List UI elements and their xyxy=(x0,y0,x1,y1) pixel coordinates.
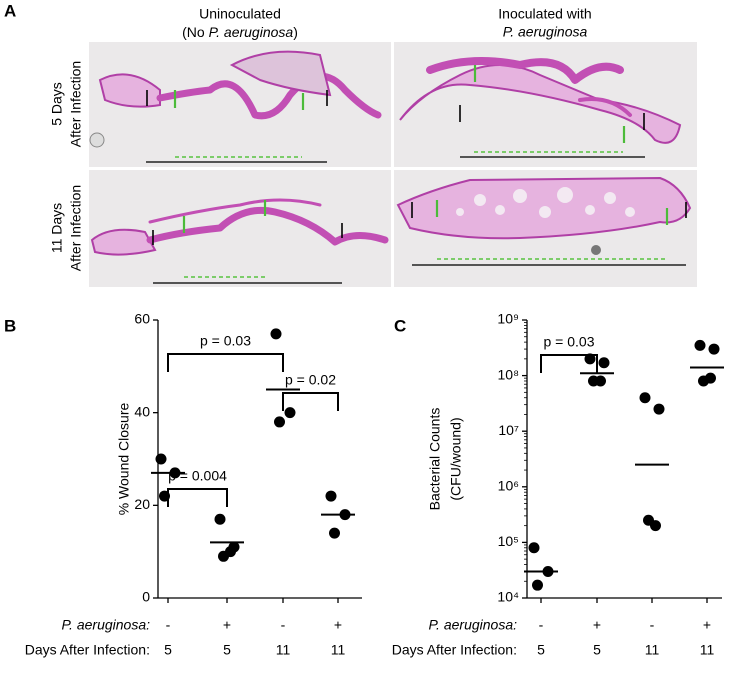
y-tick-label: 10⁵ xyxy=(498,533,519,549)
artifact xyxy=(89,132,105,148)
row-title-line: After Infection xyxy=(68,61,84,147)
y-axis-title-line: % Wound Closure xyxy=(116,403,132,516)
row-title-line: 11 Days xyxy=(49,203,65,253)
column-title: P. aeruginosa xyxy=(503,24,588,40)
y-axis-title: Bacterial Counts xyxy=(427,408,443,511)
data-point xyxy=(528,542,540,554)
data-point xyxy=(705,372,716,384)
panel-letter: A xyxy=(4,1,16,20)
data-point xyxy=(225,546,236,558)
tissue xyxy=(156,72,382,120)
x-tick-label: 5 xyxy=(223,642,231,658)
column-title: Inoculated with xyxy=(498,6,591,22)
image-bg xyxy=(89,170,391,287)
row-title-line: 5 Days xyxy=(49,82,65,126)
p-value: p = 0.02 xyxy=(285,372,336,388)
x-tick-label: - xyxy=(281,617,286,633)
x-tick-label: 5 xyxy=(164,642,172,658)
data-point xyxy=(639,392,651,404)
row-title: 11 Days After Infection xyxy=(49,185,84,271)
data-point xyxy=(325,490,337,502)
x-tick-label: - xyxy=(539,617,544,633)
column-title: (No P. aeruginosa) xyxy=(182,24,298,40)
x-tick-label: + xyxy=(703,617,711,633)
x-tick-label: 11 xyxy=(645,642,660,658)
y-tick-label: 10⁹ xyxy=(497,311,519,327)
data-point xyxy=(274,416,285,428)
title-part: P. aeruginosa xyxy=(209,24,294,40)
x-tick-label: - xyxy=(166,617,171,633)
y-tick-label: 10⁸ xyxy=(498,366,520,382)
data-point xyxy=(329,527,340,539)
tissue-vacuoles xyxy=(456,187,635,218)
column-title: Uninoculated xyxy=(199,6,281,22)
data-point xyxy=(284,407,296,419)
x-tick-label: 11 xyxy=(276,642,291,658)
data-point xyxy=(708,343,720,355)
y-axis-title-line: (CFU/wound) xyxy=(448,417,464,500)
panel-letter: C xyxy=(394,316,406,335)
y-axis-title: % Wound Closure xyxy=(116,403,132,516)
title-part: ) xyxy=(293,24,298,40)
x-tick-label: 11 xyxy=(700,642,715,658)
tissue xyxy=(426,57,624,84)
y-axis-title-line: Bacterial Counts xyxy=(427,408,443,511)
data-point xyxy=(595,375,606,387)
row-label: Days After Infection: xyxy=(392,642,517,658)
data-point xyxy=(653,403,665,415)
y-tick-label: 10⁴ xyxy=(497,589,519,605)
x-tick-label: 5 xyxy=(537,642,545,658)
x-tick-label: + xyxy=(593,617,601,633)
x-tick-label: + xyxy=(223,617,231,633)
y-tick-label: 60 xyxy=(134,311,150,327)
row-label: Days After Infection: xyxy=(25,642,150,658)
histology-images xyxy=(89,42,697,287)
y-tick-label: 10⁷ xyxy=(498,422,519,438)
x-tick-label: - xyxy=(650,617,655,633)
data-point xyxy=(532,579,543,591)
p-value: p = 0.03 xyxy=(200,333,251,349)
p-value: p = 0.004 xyxy=(168,468,227,484)
significance-bracket xyxy=(167,488,228,507)
title-part: (No xyxy=(182,24,208,40)
data-point xyxy=(650,520,661,532)
y-tick-label: 0 xyxy=(142,589,150,605)
data-point xyxy=(694,339,706,351)
x-tick-label: 11 xyxy=(331,642,346,658)
tissue xyxy=(90,228,157,256)
significance-bracket xyxy=(282,392,339,411)
y-tick-label: 40 xyxy=(134,403,150,419)
significance-bracket xyxy=(540,354,598,373)
tissue xyxy=(148,198,322,224)
tissue xyxy=(578,97,632,117)
y-tick-label: 10⁶ xyxy=(498,478,519,494)
x-tick-label: 5 xyxy=(593,642,601,658)
y-tick-label: 20 xyxy=(134,496,150,512)
tissue xyxy=(146,206,389,246)
y-axis-title: (CFU/wound) xyxy=(448,417,464,500)
data-point xyxy=(214,513,226,525)
x-tick-label: + xyxy=(334,617,342,633)
panel-letter: B xyxy=(4,316,16,335)
tissue xyxy=(229,50,332,97)
row-label: P. aeruginosa: xyxy=(62,617,151,633)
significance-bracket xyxy=(167,353,284,372)
row-title-line: After Infection xyxy=(68,185,84,271)
p-value: p = 0.03 xyxy=(544,334,595,350)
row-title: 5 Days After Infection xyxy=(49,61,84,147)
row-label: P. aeruginosa: xyxy=(429,617,518,633)
data-point xyxy=(270,328,282,340)
data-point xyxy=(155,453,167,465)
artifact xyxy=(591,245,601,255)
data-point xyxy=(584,353,596,365)
data-point xyxy=(598,357,610,369)
